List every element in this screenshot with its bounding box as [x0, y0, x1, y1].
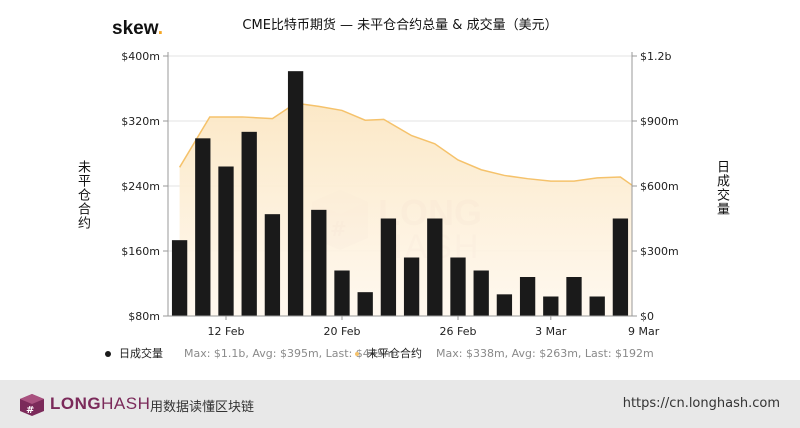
volume-bar [218, 166, 234, 316]
x-tick-label: 3 Mar [535, 325, 567, 338]
x-tick-label: 26 Feb [440, 325, 477, 338]
footer-url-link[interactable]: https://cn.longhash.com [622, 396, 780, 411]
x-tick-label: 12 Feb [208, 325, 245, 338]
longhash-logo-icon: # [20, 394, 44, 416]
volume-bar [519, 277, 536, 316]
legend-volume-stats: Max: $1.1b, Avg: $395m, Last: $445m [183, 347, 395, 360]
footer-brand: LONGHASH [50, 394, 151, 413]
right-tick-label: $0 [640, 310, 654, 323]
volume-bar [589, 296, 605, 316]
right-axis-label: 日成交量 [714, 160, 729, 216]
chart-title: CME比特币期货 — 未平仓合约总量 & 成交量（美元） [242, 18, 558, 33]
volume-bar [311, 209, 327, 316]
skew-logo: skew. [112, 18, 164, 39]
volume-bar [450, 257, 466, 316]
volume-bar [380, 218, 397, 316]
left-axis-label: 未平仓合约 [75, 160, 90, 230]
volume-bar [427, 218, 443, 316]
volume-bar [264, 214, 281, 316]
volume-bar [473, 270, 489, 316]
left-tick-label: $320m [121, 115, 160, 128]
right-tick-label: $600m [640, 180, 679, 193]
legend-oi-label: 未平仓合约 [367, 347, 422, 360]
left-tick-label: $80m [128, 310, 160, 323]
legend-open-interest: 未平仓合约 Max: $338m, Avg: $263m, Last: $192… [355, 345, 654, 361]
footer-bar: # LONGHASH 用数据读懂区块链 https://cn.longhash.… [0, 380, 800, 428]
right-tick-label: $300m [640, 245, 679, 258]
legend-volume-label: 日成交量 [119, 347, 163, 360]
volume-bar [241, 131, 257, 316]
chart-plot: # LONG HASH $80m$160m$240m$320m$400m$0$3… [121, 50, 678, 338]
axes: $80m $160m $240m $320m $400m $0 $300m $600m $900… [121, 50, 678, 338]
volume-bar [612, 218, 629, 316]
x-tick-label: 9 Mar [628, 325, 660, 338]
volume-bar [334, 270, 350, 316]
left-tick-label: $400m [121, 50, 160, 63]
left-tick-label: $240m [121, 180, 160, 193]
left-tick-label: $160m [121, 245, 160, 258]
legend-volume: 日成交量 Max: $1.1b, Avg: $395m, Last: $445m [105, 345, 395, 361]
right-tick-label: $900m [640, 115, 679, 128]
volume-bar [171, 240, 188, 316]
volume-bar [195, 138, 211, 316]
footer-slogan: 用数据读懂区块链 [150, 400, 255, 415]
x-tick-label: 20 Feb [324, 325, 361, 338]
volume-bar [496, 294, 513, 316]
legend-oi-stats: Max: $338m, Avg: $263m, Last: $192m [436, 347, 654, 360]
right-tick-label: $1.2b [640, 50, 671, 63]
svg-text:#: # [26, 405, 34, 416]
open-interest-line [178, 102, 633, 186]
volume-bar [357, 292, 373, 316]
volume-bar [287, 71, 304, 317]
volume-bar [543, 296, 559, 316]
volume-bars [171, 71, 629, 317]
legend-oi-marker [355, 352, 359, 356]
volume-bar [566, 277, 582, 316]
volume-bar [403, 257, 420, 316]
legend-volume-marker [105, 351, 111, 357]
